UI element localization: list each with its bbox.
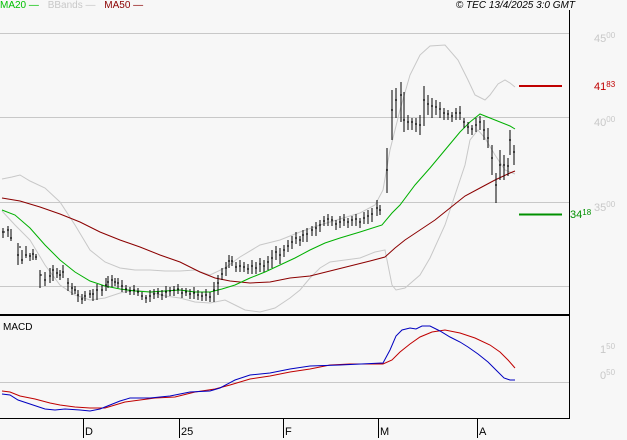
price-bars <box>2 82 515 304</box>
support-level-label: 3418 <box>570 208 592 221</box>
legend-bbands: BBands — <box>47 0 96 11</box>
x-axis-label-2025: 25 <box>181 426 194 438</box>
price-gridlines <box>0 33 569 287</box>
x-axis-ticks <box>83 419 478 438</box>
resistance-level-label: 4183 <box>594 80 616 93</box>
macd-line <box>1 325 515 412</box>
x-axis-label-apr: A <box>479 426 487 438</box>
ma50-line <box>1 170 516 284</box>
price-axis-label: 4000 <box>594 115 616 129</box>
legend-ma20: MA20 — <box>0 0 39 11</box>
bollinger-bands <box>1 44 516 313</box>
macd-axis-label: 050 <box>600 368 616 382</box>
chart-legend: MA20 — BBands — MA50 — <box>0 0 149 12</box>
macd-title: MACD <box>3 322 33 333</box>
legend-ma50: MA50 — <box>104 0 144 11</box>
x-axis-label-mar: M <box>380 426 390 438</box>
macd-signal-line <box>1 329 516 409</box>
price-axis-label: 3500 <box>594 200 616 214</box>
ma20-line <box>1 113 516 293</box>
chart-credit: © TEC 13/4/2025 3:0 GMT <box>455 0 575 11</box>
x-axis-label-dec: D <box>85 426 93 438</box>
price-axis-label: 4500 <box>594 31 616 45</box>
macd-axis-label: 150 <box>600 342 616 356</box>
x-axis-label-feb: F <box>285 426 292 438</box>
